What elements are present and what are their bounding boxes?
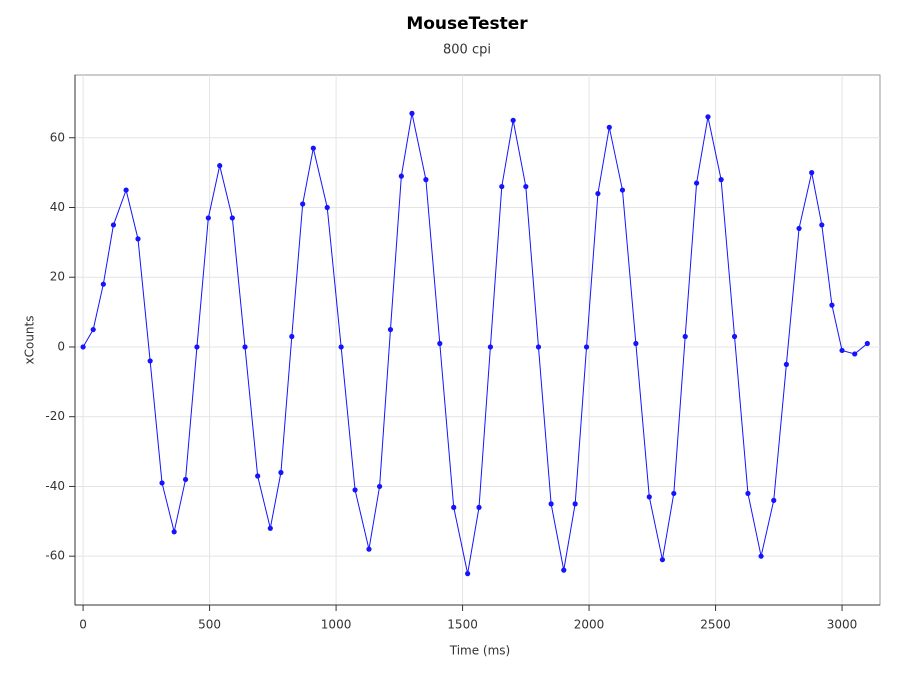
- data-point: [595, 190, 601, 197]
- x-tick-label: 1000: [321, 618, 352, 632]
- data-point: [423, 177, 429, 183]
- data-point: [255, 473, 261, 479]
- y-tick-label: -40: [45, 479, 65, 493]
- data-point: [242, 344, 248, 350]
- data-point: [758, 553, 764, 559]
- data-point: [80, 344, 86, 350]
- data-point: [409, 110, 415, 116]
- data-point: [510, 117, 516, 123]
- data-point: [705, 114, 711, 120]
- data-point: [783, 361, 789, 368]
- data-point: [583, 344, 590, 350]
- data-point: [671, 490, 677, 497]
- data-point: [548, 501, 554, 507]
- data-point: [171, 529, 177, 535]
- x-tick-label: 2500: [700, 618, 731, 632]
- data-point: [809, 170, 815, 176]
- chart-subtitle: 800 cpi: [443, 43, 491, 58]
- data-point: [819, 222, 825, 228]
- data-point: [300, 201, 306, 207]
- data-point: [123, 187, 129, 193]
- data-point: [182, 476, 189, 483]
- x-tick-label: 500: [198, 618, 221, 632]
- data-point: [324, 204, 330, 211]
- data-point: [745, 490, 751, 497]
- data-point: [90, 326, 96, 333]
- data-point: [135, 236, 141, 242]
- y-axis-label: xCounts: [23, 316, 37, 365]
- x-tick-label: 0: [79, 618, 87, 632]
- data-point: [771, 497, 777, 503]
- data-point: [839, 347, 845, 354]
- y-tick-label: 60: [50, 130, 65, 144]
- data-point: [718, 177, 724, 183]
- data-point: [465, 571, 471, 577]
- y-tick-label: -20: [45, 409, 65, 423]
- data-point: [572, 501, 578, 507]
- data-point: [659, 557, 666, 563]
- data-point: [499, 183, 505, 190]
- data-point: [229, 215, 235, 221]
- x-tick-label: 1500: [447, 618, 478, 632]
- data-point: [217, 163, 223, 169]
- y-tick-label: 40: [50, 200, 65, 214]
- data-point: [731, 333, 738, 340]
- data-point: [633, 340, 639, 347]
- data-point: [376, 483, 383, 490]
- data-point: [619, 187, 626, 193]
- data-point: [338, 344, 344, 350]
- data-point: [205, 215, 211, 221]
- y-tick-label: 20: [50, 270, 65, 284]
- data-point: [267, 525, 273, 531]
- data-point: [310, 145, 316, 151]
- data-point: [476, 504, 482, 510]
- plot-area: [74, 74, 881, 606]
- data-point: [561, 567, 567, 573]
- data-point: [366, 546, 372, 552]
- data-point: [387, 326, 394, 333]
- data-point: [437, 340, 443, 347]
- data-point: [829, 302, 835, 308]
- chart-title: MouseTester: [406, 14, 528, 34]
- y-tick-label: -60: [45, 549, 65, 563]
- x-tick-label: 3000: [827, 618, 858, 632]
- data-point: [523, 183, 529, 190]
- data-point: [194, 344, 200, 350]
- data-point: [398, 173, 404, 179]
- series-line: [82, 113, 868, 574]
- data-point: [100, 281, 106, 287]
- data-point: [352, 487, 358, 493]
- data-point: [159, 480, 165, 486]
- data-point: [852, 351, 858, 357]
- data-point: [147, 358, 153, 364]
- x-tick-label: 2000: [574, 618, 605, 632]
- x-axis-label: Time (ms): [449, 644, 511, 658]
- data-point: [864, 340, 870, 347]
- data-point: [646, 494, 652, 500]
- y-tick-label: 0: [57, 339, 65, 353]
- data-point: [796, 225, 802, 232]
- data-point: [487, 344, 494, 350]
- data-point: [451, 504, 457, 510]
- data-point: [278, 469, 284, 476]
- data-point: [606, 124, 612, 130]
- data-point: [693, 180, 700, 186]
- data-point: [682, 333, 688, 340]
- data-point: [535, 344, 542, 350]
- data-point: [289, 333, 295, 340]
- data-point: [110, 222, 117, 228]
